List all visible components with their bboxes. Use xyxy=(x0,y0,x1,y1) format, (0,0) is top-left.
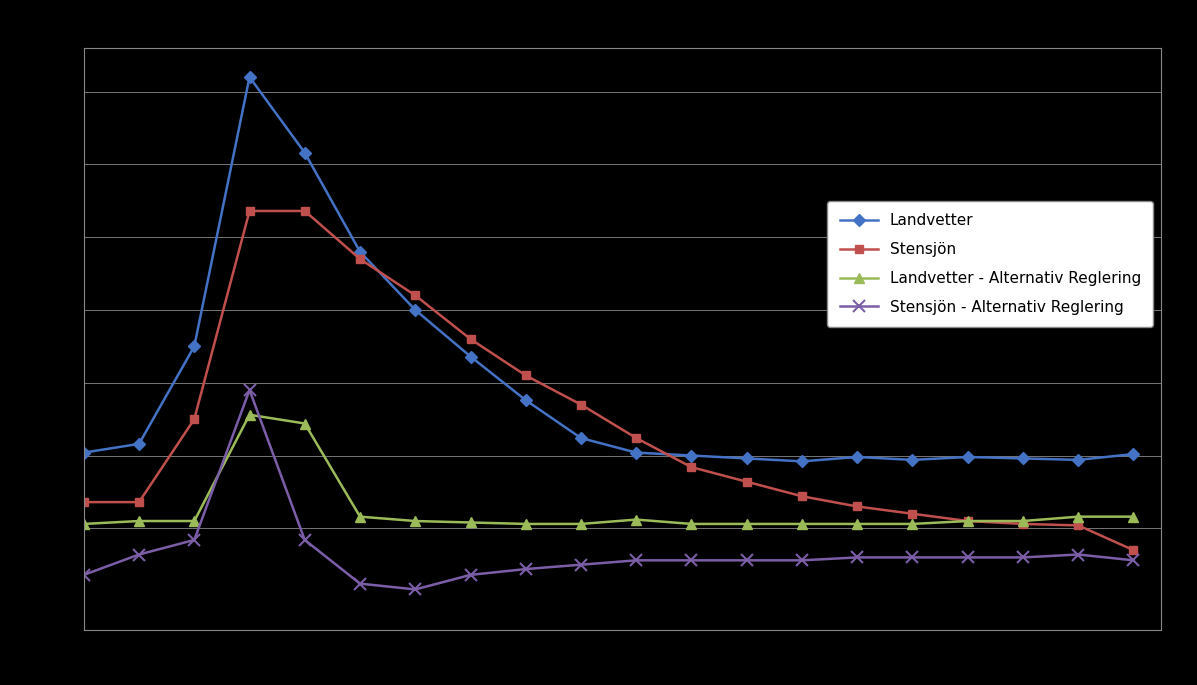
Stensjön - Alternativ Reglering xyxy=(77,571,91,579)
Stensjön - Alternativ Reglering xyxy=(795,556,809,564)
Stensjön xyxy=(1126,546,1141,554)
Landvetter - Alternativ Reglering xyxy=(905,520,919,528)
Stensjön xyxy=(905,510,919,518)
Stensjön xyxy=(518,371,533,379)
Stensjön - Alternativ Reglering xyxy=(298,536,312,544)
Stensjön - Alternativ Reglering xyxy=(132,551,146,559)
Landvetter - Alternativ Reglering xyxy=(518,520,533,528)
Stensjön xyxy=(960,517,974,525)
Landvetter xyxy=(630,449,644,457)
Landvetter xyxy=(463,352,478,360)
Landvetter xyxy=(298,149,312,157)
Landvetter - Alternativ Reglering xyxy=(1016,517,1031,525)
Stensjön - Alternativ Reglering xyxy=(630,556,644,564)
Landvetter - Alternativ Reglering xyxy=(242,410,256,419)
Stensjön xyxy=(187,415,201,423)
Landvetter - Alternativ Reglering xyxy=(353,512,367,521)
Landvetter xyxy=(518,396,533,404)
Stensjön - Alternativ Reglering xyxy=(353,580,367,588)
Landvetter - Alternativ Reglering xyxy=(187,517,201,525)
Landvetter - Alternativ Reglering xyxy=(573,520,588,528)
Landvetter xyxy=(960,453,974,461)
Stensjön - Alternativ Reglering xyxy=(463,571,478,579)
Landvetter xyxy=(187,342,201,351)
Landvetter xyxy=(795,458,809,466)
Stensjön - Alternativ Reglering xyxy=(408,585,423,593)
Landvetter xyxy=(408,306,423,314)
Stensjön - Alternativ Reglering xyxy=(242,386,256,394)
Landvetter xyxy=(1071,456,1086,464)
Landvetter - Alternativ Reglering xyxy=(77,520,91,528)
Stensjön - Alternativ Reglering xyxy=(685,556,699,564)
Stensjön - Alternativ Reglering xyxy=(850,553,864,562)
Stensjön - Alternativ Reglering xyxy=(187,536,201,544)
Stensjön xyxy=(353,255,367,263)
Stensjön - Alternativ Reglering xyxy=(573,560,588,569)
Landvetter xyxy=(905,456,919,464)
Stensjön - Alternativ Reglering xyxy=(518,565,533,573)
Landvetter xyxy=(1126,450,1141,458)
Landvetter - Alternativ Reglering xyxy=(740,520,754,528)
Legend: Landvetter, Stensjön, Landvetter - Alternativ Reglering, Stensjön - Alternativ R: Landvetter, Stensjön, Landvetter - Alter… xyxy=(827,201,1154,327)
Stensjön xyxy=(630,434,644,443)
Landvetter - Alternativ Reglering xyxy=(463,519,478,527)
Landvetter - Alternativ Reglering xyxy=(298,419,312,427)
Landvetter - Alternativ Reglering xyxy=(685,520,699,528)
Landvetter - Alternativ Reglering xyxy=(1071,512,1086,521)
Landvetter - Alternativ Reglering xyxy=(795,520,809,528)
Stensjön - Alternativ Reglering xyxy=(740,556,754,564)
Stensjön xyxy=(408,291,423,299)
Stensjön - Alternativ Reglering xyxy=(1071,551,1086,559)
Stensjön xyxy=(795,492,809,500)
Stensjön xyxy=(740,477,754,486)
Stensjön xyxy=(132,498,146,506)
Line: Landvetter: Landvetter xyxy=(80,73,1137,466)
Stensjön xyxy=(1071,521,1086,530)
Landvetter - Alternativ Reglering xyxy=(132,517,146,525)
Landvetter xyxy=(132,440,146,448)
Landvetter xyxy=(1016,454,1031,462)
Line: Stensjön: Stensjön xyxy=(80,207,1137,554)
Landvetter xyxy=(77,449,91,457)
Stensjön xyxy=(685,463,699,471)
Landvetter xyxy=(740,454,754,462)
Landvetter xyxy=(685,451,699,460)
Stensjön xyxy=(463,335,478,343)
Landvetter - Alternativ Reglering xyxy=(850,520,864,528)
Landvetter xyxy=(242,73,256,81)
Landvetter - Alternativ Reglering xyxy=(1126,512,1141,521)
Landvetter xyxy=(353,247,367,256)
Stensjön xyxy=(573,401,588,409)
Stensjön xyxy=(77,498,91,506)
Landvetter - Alternativ Reglering xyxy=(408,517,423,525)
Stensjön xyxy=(1016,520,1031,528)
Landvetter xyxy=(850,453,864,461)
Stensjön - Alternativ Reglering xyxy=(960,553,974,562)
Stensjön - Alternativ Reglering xyxy=(1126,556,1141,564)
Stensjön - Alternativ Reglering xyxy=(1016,553,1031,562)
Line: Stensjön - Alternativ Reglering: Stensjön - Alternativ Reglering xyxy=(78,384,1140,595)
Stensjön xyxy=(850,502,864,510)
Stensjön xyxy=(298,207,312,215)
Landvetter - Alternativ Reglering xyxy=(960,517,974,525)
Landvetter xyxy=(573,434,588,443)
Landvetter - Alternativ Reglering xyxy=(630,515,644,523)
Line: Landvetter - Alternativ Reglering: Landvetter - Alternativ Reglering xyxy=(79,410,1138,529)
Stensjön - Alternativ Reglering xyxy=(905,553,919,562)
Stensjön xyxy=(242,207,256,215)
